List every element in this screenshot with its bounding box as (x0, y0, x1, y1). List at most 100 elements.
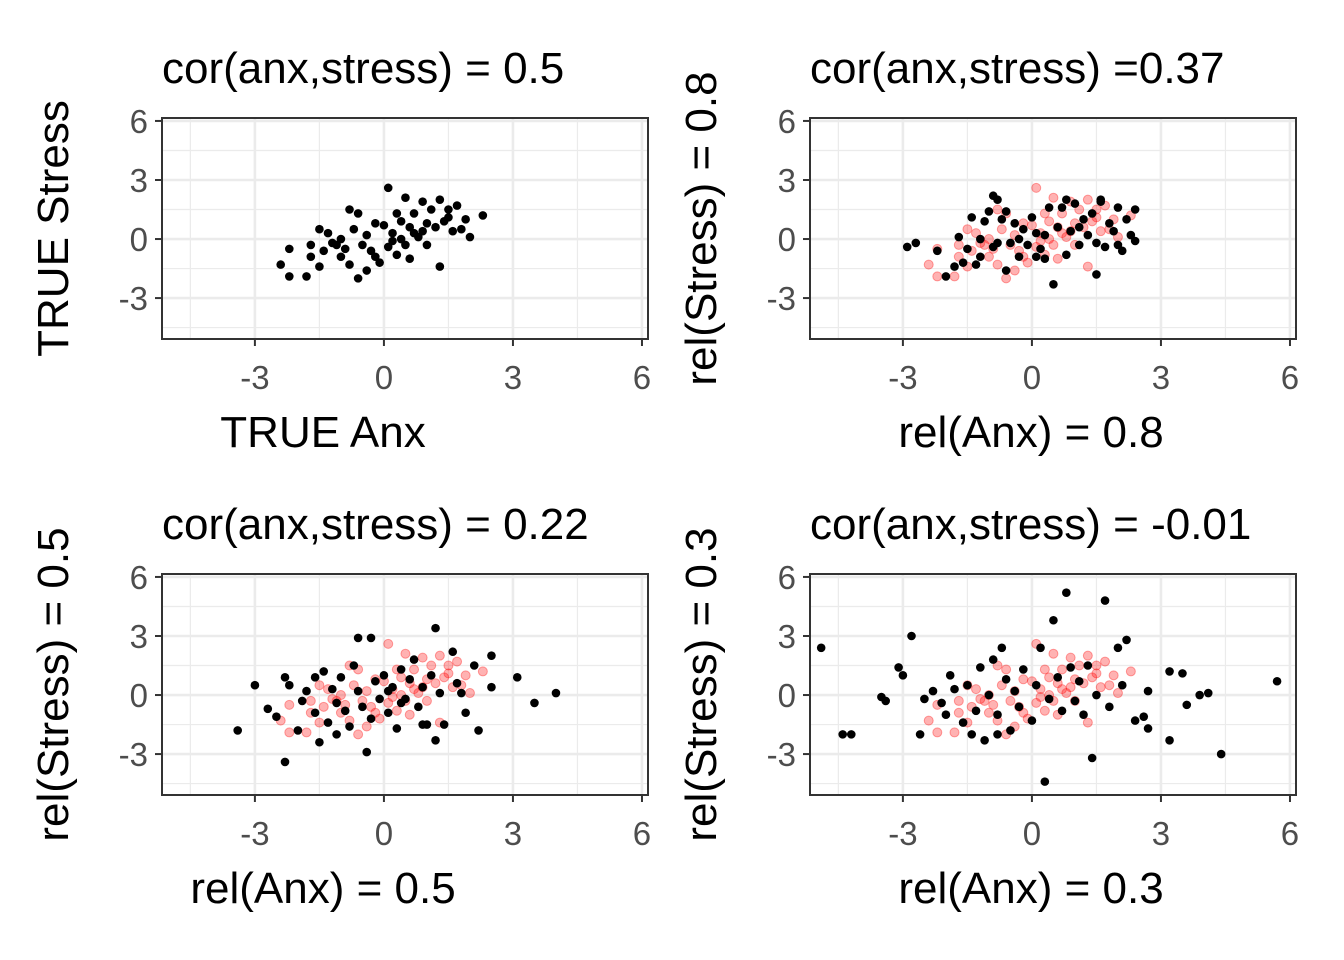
data-point (1036, 643, 1045, 653)
data-point (1143, 724, 1153, 733)
data-point (426, 205, 436, 214)
true-point (971, 684, 982, 695)
data-point (280, 673, 290, 682)
data-point (1040, 777, 1050, 786)
true-point (383, 697, 394, 708)
data-point (371, 252, 380, 262)
data-point (1057, 203, 1067, 212)
data-point (1113, 203, 1123, 212)
panel-border (809, 573, 1297, 796)
y-tick-label: 3 (130, 162, 148, 199)
data-point (1070, 696, 1080, 706)
data-point (928, 686, 938, 696)
true-point (452, 656, 463, 667)
data-point (375, 694, 384, 704)
true-point (430, 678, 441, 689)
data-point (285, 244, 294, 254)
data-point (1126, 230, 1136, 240)
x-tick-label: -3 (240, 815, 269, 852)
data-point (392, 250, 402, 260)
x-tick-label: 3 (504, 815, 522, 852)
data-point (1092, 238, 1101, 248)
data-point (345, 260, 354, 269)
data-point (512, 673, 522, 682)
true-point (988, 699, 999, 710)
true-point (1087, 672, 1098, 683)
data-point (950, 684, 959, 694)
data-point (1049, 279, 1058, 289)
data-point (418, 682, 427, 692)
true-point (1082, 650, 1093, 661)
data-point (457, 224, 466, 234)
y-tick-label: -3 (119, 736, 148, 773)
data-point (997, 215, 1007, 224)
data-point (1062, 195, 1071, 204)
data-point (1074, 222, 1084, 232)
data-point (937, 698, 946, 708)
true-point (1100, 656, 1111, 667)
data-point (1092, 270, 1101, 279)
data-point (1178, 669, 1187, 678)
data-point (1195, 690, 1204, 700)
data-point (1057, 706, 1067, 716)
data-point (976, 663, 985, 672)
data-point (405, 254, 415, 264)
data-point (315, 737, 324, 747)
data-point (1031, 680, 1041, 690)
data-point (280, 757, 290, 767)
data-point (405, 674, 415, 684)
true-point (1095, 226, 1106, 237)
data-point (431, 623, 440, 633)
data-point (1087, 753, 1097, 763)
data-point (315, 262, 324, 271)
data-point (915, 730, 925, 739)
y-axis-label: TRUE Stress (29, 100, 78, 357)
data-point (958, 718, 968, 727)
data-point (941, 710, 951, 720)
panel-3: -3 0 3 6 -3 0 3 6 cor(anx,stress) = 0.22 rel(Anx)… (29, 500, 651, 913)
y-tick-label: 6 (130, 559, 148, 596)
data-point (422, 240, 432, 250)
data-point (1001, 266, 1011, 275)
panel-4: -3 0 3 6 -3 0 3 6 cor(anx,stress) = -0.01 rel(Anx… (677, 500, 1299, 913)
data-point (306, 252, 316, 262)
data-point (323, 718, 333, 727)
data-point (1044, 694, 1054, 704)
data-point (1130, 205, 1140, 214)
data-point (1117, 246, 1127, 256)
data-point (383, 242, 393, 252)
data-point (933, 246, 942, 256)
x-tick-label: -3 (888, 359, 917, 396)
data-point (431, 222, 440, 232)
data-point (332, 698, 341, 708)
true-point (1048, 648, 1059, 659)
data-point (302, 272, 311, 281)
data-point (963, 680, 972, 690)
data-point (1019, 224, 1028, 234)
data-point (474, 726, 483, 735)
data-point (1031, 252, 1041, 262)
y-tick-label: 3 (130, 618, 148, 655)
data-point (396, 217, 406, 226)
data-point (414, 702, 423, 712)
true-point (409, 684, 420, 695)
data-point (976, 234, 985, 244)
data-point (1122, 215, 1131, 224)
data-point (435, 688, 445, 698)
data-point (1113, 240, 1123, 250)
true-point (1039, 705, 1050, 716)
plot-background (162, 574, 648, 795)
data-point (276, 260, 286, 269)
data-point (1040, 254, 1050, 264)
true-point (443, 668, 454, 679)
true-point (1074, 660, 1085, 671)
data-point (1105, 218, 1114, 228)
data-point (898, 671, 908, 680)
true-point (361, 721, 372, 732)
data-point (551, 688, 561, 698)
data-point (894, 663, 903, 672)
true-point (975, 693, 986, 704)
data-point (920, 694, 929, 704)
data-point (383, 708, 393, 718)
data-point (392, 209, 402, 218)
